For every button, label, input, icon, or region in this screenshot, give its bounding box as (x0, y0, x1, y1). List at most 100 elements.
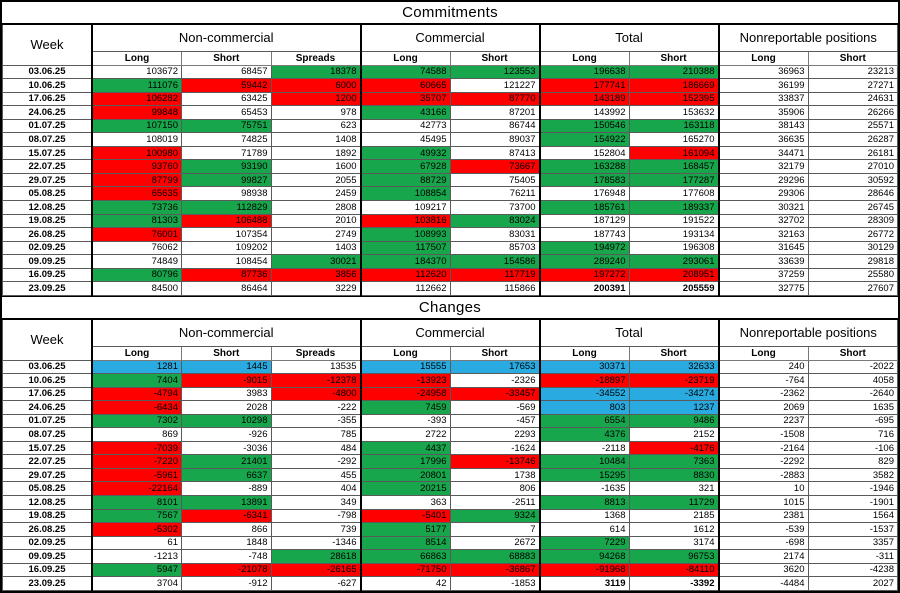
value-cell: 29818 (807, 254, 898, 269)
value-cell: 153632 (628, 105, 719, 120)
value-cell: -4800 (270, 386, 361, 402)
value-cell: 739 (270, 522, 361, 537)
value-cell: -71750 (359, 562, 451, 578)
table-row: 12.08.25 8101 13891 349 363 -2511 8813 11729 101… (2, 494, 898, 510)
value-cell: 716 (807, 427, 898, 442)
value-cell: 1237 (628, 400, 719, 415)
value-cell: 3582 (807, 467, 898, 483)
value-cell: 1015 (717, 494, 809, 510)
value-cell: -1508 (717, 427, 809, 442)
value-cell: 96753 (628, 549, 719, 564)
week-cell: 03.06.25 (2, 359, 93, 375)
value-cell: 108019 (91, 132, 182, 147)
value-cell: -2292 (717, 454, 809, 469)
week-cell: 19.08.25 (2, 213, 93, 229)
value-cell: -1346 (270, 535, 361, 551)
value-cell: 98938 (181, 186, 272, 201)
table-row: 10.06.25 111076 59442 6000 60665 121227 177741… (2, 78, 898, 93)
value-cell: 184370 (359, 254, 451, 269)
table-row: 10.06.25 7404 -9015 -12378 -13923 -2326 -18897… (2, 373, 898, 388)
week-cell: 08.07.25 (2, 132, 93, 147)
week-cell: 24.06.25 (2, 105, 93, 120)
value-cell: 74825 (181, 132, 272, 147)
value-cell: -6434 (91, 400, 182, 415)
value-cell: -84110 (628, 562, 719, 578)
table-row: 22.07.25 93760 93190 1600 67928 73667 163288 16… (2, 159, 898, 174)
value-cell: 163288 (538, 159, 630, 174)
value-cell: 8101 (91, 494, 182, 510)
value-cell: 455 (270, 467, 361, 483)
week-cell: 15.07.25 (2, 145, 93, 161)
value-cell: -12378 (270, 373, 361, 388)
column-header-short: Short (807, 345, 898, 361)
column-header-long: Long (538, 345, 630, 361)
value-cell: 1445 (181, 359, 272, 375)
value-cell: 1892 (270, 145, 361, 161)
value-cell: 163118 (628, 118, 719, 134)
week-cell: 23.09.25 (2, 576, 93, 591)
value-cell: 623 (270, 118, 361, 134)
value-cell: -9015 (181, 373, 272, 388)
column-header-spreads: Spreads (270, 345, 361, 361)
value-cell: 108454 (181, 254, 272, 269)
value-cell: -1624 (449, 440, 540, 456)
value-cell: 37259 (717, 267, 809, 283)
value-cell: 26287 (807, 132, 898, 147)
value-cell: 3983 (181, 386, 272, 402)
value-cell: 107150 (91, 118, 182, 134)
value-cell: 2237 (717, 413, 809, 429)
value-cell: -2326 (449, 373, 540, 388)
value-cell: 76211 (449, 186, 540, 201)
value-cell: 1600 (270, 159, 361, 174)
table-row: 15.07.25 -7039 -3036 484 4437 -1624 -2118 -4176… (2, 440, 898, 456)
value-cell: 178583 (538, 172, 630, 188)
value-cell: 614 (538, 522, 630, 537)
week-cell: 19.08.25 (2, 508, 93, 524)
value-cell: 28309 (807, 213, 898, 229)
value-cell: 100980 (91, 145, 182, 161)
table-row: 29.07.25 87799 99827 2055 88729 75405 178583 17… (2, 172, 898, 188)
week-cell: 16.09.25 (2, 267, 93, 283)
value-cell: 8514 (359, 535, 451, 551)
value-cell: 150546 (538, 118, 630, 134)
table-row: 03.06.25 1281 1445 13535 15555 17653 30371 3263… (2, 359, 898, 375)
value-cell: -4238 (807, 562, 898, 578)
value-cell: 115866 (449, 281, 540, 296)
value-cell: 94268 (538, 549, 630, 564)
value-cell: -4484 (717, 576, 809, 591)
value-cell: -24958 (359, 386, 451, 402)
value-cell: 161094 (628, 145, 719, 161)
value-cell: 117507 (359, 240, 451, 256)
value-cell: 88729 (359, 172, 451, 188)
changes-table: Changes Week Non-commercial Commercial Total… (2, 297, 898, 591)
value-cell: -5401 (359, 508, 451, 524)
value-cell: 13535 (270, 359, 361, 375)
value-cell: 5177 (359, 522, 451, 537)
value-cell: 75405 (449, 172, 540, 188)
value-cell: 191522 (628, 213, 719, 229)
value-cell: 2185 (628, 508, 719, 524)
value-cell: 107354 (181, 227, 272, 242)
value-cell: 86744 (449, 118, 540, 134)
value-cell: 87201 (449, 105, 540, 120)
value-cell: 121227 (449, 78, 540, 93)
table-row: 08.07.25 869 -926 785 2722 2293 4376 2152 -1508 7… (2, 427, 898, 442)
value-cell: 15555 (359, 359, 451, 375)
value-cell: 36963 (717, 64, 809, 80)
value-cell: -292 (270, 454, 361, 469)
table-row: 03.06.25 103672 68457 18378 74588 123553 19663… (2, 64, 898, 80)
value-cell: 1281 (91, 359, 182, 375)
value-cell: 10484 (538, 454, 630, 469)
value-cell: 87770 (449, 91, 540, 107)
value-cell: 8830 (628, 467, 719, 483)
week-cell: 03.06.25 (2, 64, 93, 80)
value-cell: -1853 (449, 576, 540, 591)
value-cell: 87736 (181, 267, 272, 283)
table-row: 09.09.25 74849 108454 30021 184370 154586 2892… (2, 254, 898, 269)
value-cell: 185761 (538, 199, 630, 215)
value-cell: 785 (270, 427, 361, 442)
value-cell: 196308 (628, 240, 719, 256)
value-cell: 35906 (717, 105, 809, 120)
week-column-header: Week (2, 23, 93, 66)
